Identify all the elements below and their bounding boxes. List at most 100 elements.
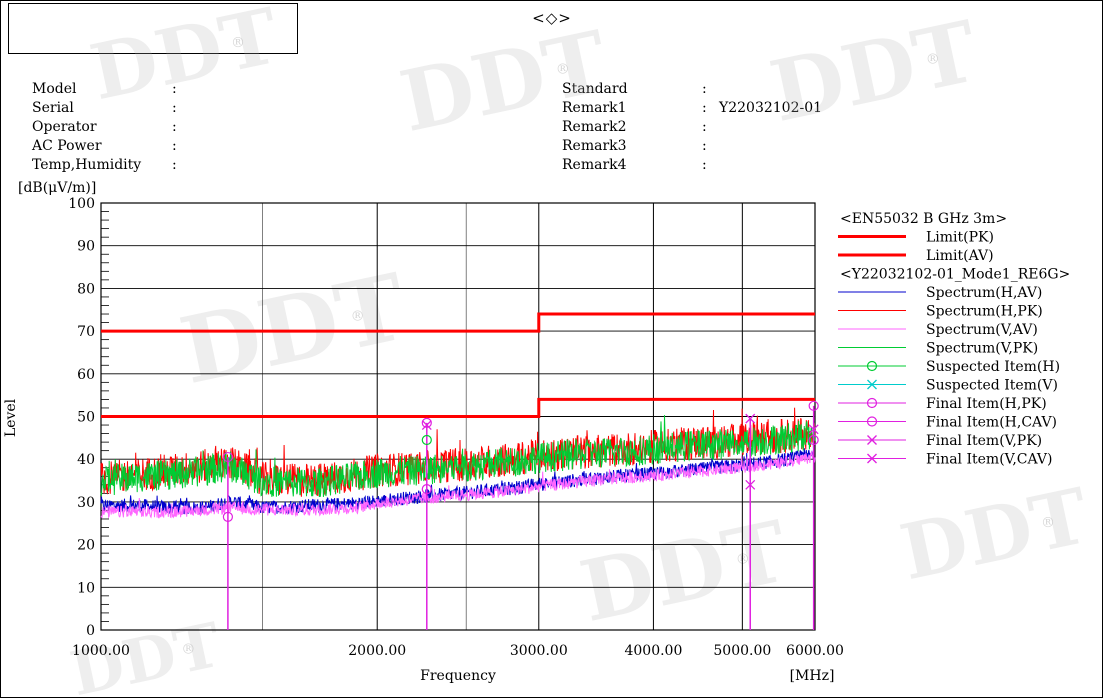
legend-label: Spectrum(H,AV) bbox=[926, 285, 1042, 301]
final-item-h-pk-marker bbox=[222, 451, 234, 463]
legend-label: Spectrum(V,PK) bbox=[926, 341, 1038, 357]
legend-label: Spectrum(V,AV) bbox=[926, 322, 1038, 338]
field-label: Temp,Humidity bbox=[32, 157, 142, 173]
watermark-registered-icon: ® bbox=[231, 35, 245, 51]
legend-marker-cross-stroke bbox=[867, 379, 877, 390]
x-tick-label: 1000.00 bbox=[72, 643, 130, 659]
final-item-h-cav-marker bbox=[222, 511, 234, 522]
y-tick-label: 100 bbox=[68, 196, 95, 212]
watermark-logo: DDT bbox=[392, 12, 615, 151]
legend-label: Limit(PK) bbox=[926, 230, 994, 246]
left-field-separators: ::::: bbox=[172, 80, 177, 175]
watermark-registered-icon: ® bbox=[181, 642, 195, 658]
field-separator: : bbox=[702, 100, 707, 116]
watermark-registered-icon: ® bbox=[351, 308, 365, 324]
final-item-v-cav-marker-stroke bbox=[745, 479, 756, 490]
final-item-v-pk-marker-stroke bbox=[745, 413, 756, 424]
x-tick-label: 4000.00 bbox=[624, 643, 682, 659]
field-label: Standard bbox=[562, 81, 628, 97]
left-field-labels: Model Serial Operator AC Power Temp,Humidity bbox=[32, 80, 141, 175]
x-axis-label: Frequency bbox=[420, 668, 496, 684]
y-tick-label: 80 bbox=[77, 281, 95, 297]
report-mark: <◇> bbox=[532, 9, 572, 27]
legend-marker-cross bbox=[867, 379, 877, 390]
final-item-h-pk-marker bbox=[808, 400, 819, 411]
final-item-h-cav-marker bbox=[421, 483, 432, 495]
watermark-logo: DDT bbox=[762, 2, 985, 141]
watermark-registered-icon: ® bbox=[1041, 515, 1055, 531]
watermark-registered-icon: ® bbox=[556, 62, 570, 78]
right-field-labels: Standard Remark1 Remark2 Remark3 Remark4 bbox=[562, 80, 628, 175]
y-tick-label: 70 bbox=[77, 324, 95, 340]
field-separator: : bbox=[702, 138, 707, 154]
spectrum-trace bbox=[100, 451, 816, 519]
x-tick-label: 2000.00 bbox=[348, 643, 406, 659]
y-tick-label: 60 bbox=[77, 367, 95, 383]
watermark-logo: DDT bbox=[893, 471, 1096, 597]
final-item-v-pk-marker bbox=[421, 420, 432, 430]
watermark-logo: DDT bbox=[83, 0, 286, 117]
title-box bbox=[8, 3, 298, 54]
y-tick-label: 0 bbox=[86, 623, 95, 639]
suspected-item-h-marker bbox=[421, 434, 432, 446]
y-tick-label: 90 bbox=[77, 239, 95, 255]
watermark-logo: DDT bbox=[172, 252, 416, 405]
spectrum-trace bbox=[100, 415, 816, 498]
legend-marker-cross-stroke bbox=[867, 435, 877, 445]
field-label: Remark1 bbox=[562, 100, 627, 116]
right-field-separators: ::::: bbox=[702, 80, 707, 175]
field-separator: : bbox=[172, 157, 177, 173]
y-tick-label: 20 bbox=[77, 538, 95, 554]
final-item-v-pk-marker bbox=[808, 424, 819, 435]
y-tick-label: 40 bbox=[77, 452, 95, 468]
legend-label: Limit(AV) bbox=[926, 248, 994, 264]
y-tick-label: 50 bbox=[77, 410, 95, 426]
legend-header: <EN55032 B GHz 3m> bbox=[840, 211, 1007, 227]
field-label: Remark4 bbox=[562, 157, 627, 173]
field-separator: : bbox=[702, 157, 707, 173]
limit-line bbox=[101, 397, 815, 418]
legend-marker-circle bbox=[866, 397, 878, 409]
field-label: Operator bbox=[32, 119, 97, 135]
field-separator: : bbox=[172, 119, 177, 135]
final-item-h-pk-marker bbox=[421, 417, 432, 429]
legend-label: Suspected Item(V) bbox=[926, 378, 1058, 394]
right-field-values: Y22032102-01 bbox=[719, 80, 822, 175]
y-axis-label: Level bbox=[3, 398, 19, 437]
field-label: Remark3 bbox=[562, 138, 627, 154]
final-item-v-pk-marker-stroke bbox=[808, 424, 819, 435]
x-axis-unit: [MHz] bbox=[790, 668, 835, 684]
watermark-registered-icon: ® bbox=[926, 52, 940, 68]
legend-marker-circle bbox=[866, 360, 878, 372]
legend-marker-cross bbox=[867, 453, 877, 464]
field-label: Serial bbox=[32, 100, 74, 116]
final-item-v-cav-marker bbox=[745, 479, 756, 490]
legend-label: Final Item(H,CAV) bbox=[926, 415, 1057, 431]
final-item-h-cav-marker bbox=[808, 434, 819, 446]
legend-header: <Y22032102-01_Mode1_RE6G> bbox=[840, 267, 1070, 283]
legend-marker-cross bbox=[867, 435, 877, 445]
legend-label: Spectrum(H,PK) bbox=[926, 304, 1043, 320]
x-tick-label: 5000.00 bbox=[713, 643, 771, 659]
y-tick-label: 30 bbox=[77, 495, 95, 511]
limit-line bbox=[101, 312, 815, 333]
field-separator: : bbox=[172, 138, 177, 154]
final-item-v-pk-marker-stroke bbox=[421, 420, 432, 430]
field-separator: : bbox=[702, 119, 707, 135]
field-separator: : bbox=[172, 100, 177, 116]
field-label: Model bbox=[32, 81, 77, 97]
legend-label: Final Item(V,PK) bbox=[926, 433, 1042, 449]
watermark-logo: DDT bbox=[572, 502, 795, 641]
field-separator: : bbox=[702, 81, 707, 97]
field-label: Remark2 bbox=[562, 119, 627, 135]
legend-label: Final Item(V,CAV) bbox=[926, 452, 1052, 468]
y-axis-unit: [dB(μV/m)] bbox=[18, 180, 96, 196]
field-label: AC Power bbox=[32, 138, 102, 154]
legend-marker-circle bbox=[866, 416, 878, 427]
legend-marker-cross-stroke bbox=[867, 453, 877, 464]
final-item-v-pk-marker bbox=[745, 413, 756, 424]
legend-label: Final Item(H,PK) bbox=[926, 396, 1047, 412]
x-tick-label: 6000.00 bbox=[786, 643, 844, 659]
